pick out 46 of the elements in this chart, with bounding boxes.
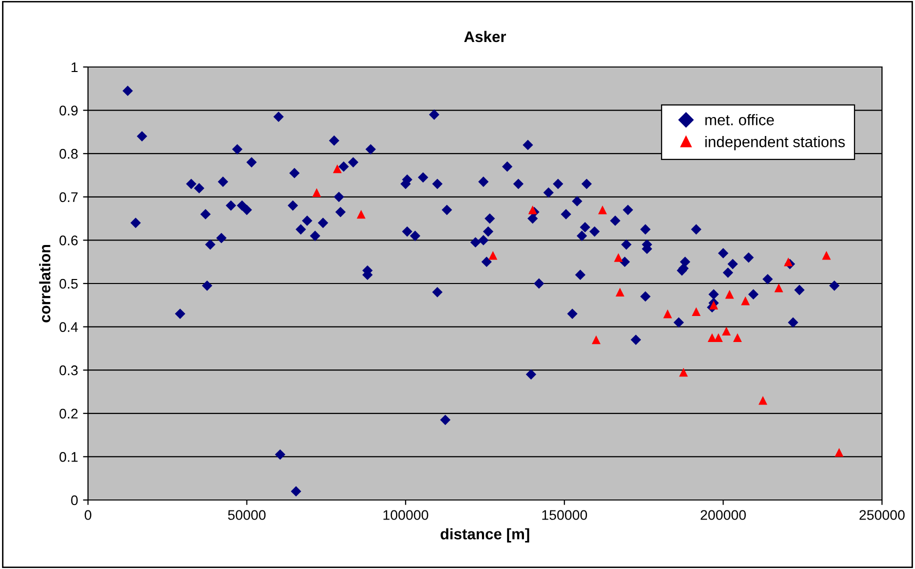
y-tick-label: 0.9	[60, 106, 78, 116]
y-tick-label: 0.2	[60, 408, 78, 419]
point	[822, 250, 831, 260]
y-axis-title: correlation	[39, 244, 50, 322]
x-tick-label: 0	[84, 510, 92, 520]
y-tick-label: 0.7	[60, 192, 78, 202]
x-tick-label: 50000	[228, 510, 266, 520]
point	[663, 309, 672, 318]
legend-label: independent stations	[705, 136, 845, 150]
y-tick-label: 0.6	[60, 236, 78, 246]
x-axis-title: distance [m]	[440, 528, 530, 542]
y-tick-label: 0.1	[60, 452, 78, 462]
point	[488, 250, 498, 260]
point	[709, 300, 718, 310]
point	[722, 326, 731, 336]
x-tick-label: 100000	[383, 510, 428, 520]
point	[332, 164, 342, 174]
point	[692, 307, 701, 316]
y-tick-label: 0.3	[60, 365, 78, 376]
x-tick-label: 150000	[542, 510, 588, 520]
point	[733, 333, 742, 342]
point	[758, 396, 768, 405]
point	[725, 290, 734, 299]
y-tick-label: 1	[72, 62, 78, 72]
y-tick-label: 0.8	[60, 148, 78, 159]
point	[784, 257, 793, 266]
point	[356, 210, 366, 219]
y-tick-label: 0	[71, 495, 78, 506]
chart-title: Asker	[464, 30, 506, 42]
point	[708, 333, 716, 342]
point	[614, 253, 623, 262]
point	[598, 206, 607, 214]
x-tick-label: 250000	[860, 510, 905, 520]
point	[616, 288, 624, 297]
point	[741, 296, 750, 306]
y-tick-label: 0.5	[60, 278, 78, 289]
point	[679, 368, 688, 377]
point	[834, 448, 844, 457]
point	[774, 283, 784, 292]
point	[714, 333, 723, 342]
y-tick-label: 0.4	[60, 322, 78, 332]
x-tick-label: 200000	[700, 510, 746, 520]
point	[528, 206, 538, 214]
point	[592, 335, 601, 344]
point	[312, 188, 322, 197]
legend-label: met. office	[705, 114, 774, 126]
